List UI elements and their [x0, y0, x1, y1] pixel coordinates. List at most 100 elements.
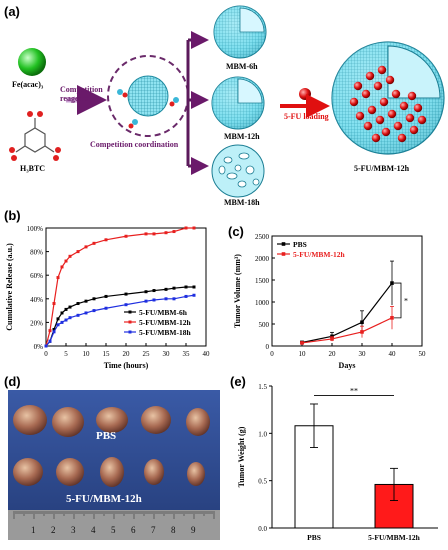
drug-dot: [409, 125, 419, 135]
panel-a-schematic: [9, 5, 445, 198]
drug-dot: [379, 97, 389, 107]
ruler-number: 9: [191, 525, 196, 535]
data-point: [84, 299, 88, 303]
btc-molecule: [9, 111, 61, 161]
x-tick-label: 40: [203, 350, 211, 358]
ruler-number: 5: [111, 525, 116, 535]
data-point: [68, 316, 72, 320]
data-point: [152, 289, 156, 293]
fe-acac-sphere: [18, 48, 46, 76]
ruler-number: 4: [91, 525, 96, 535]
y-tick-label: 0.0: [258, 525, 267, 533]
data-point: [76, 250, 80, 254]
significance-mark: *: [404, 296, 408, 305]
ruler-number: 6: [131, 525, 136, 535]
panel-e-letter: (e): [230, 374, 246, 389]
pbs-photo-label: PBS: [96, 430, 117, 442]
loaded-particle: [331, 41, 445, 155]
data-point: [56, 323, 60, 327]
data-point: [152, 298, 156, 302]
drug-dot: [405, 113, 415, 123]
drug-dot: [381, 127, 391, 137]
y-tick-label: 2500: [255, 233, 270, 241]
x-tick-label: 35: [183, 350, 191, 358]
data-point: [330, 337, 334, 341]
series-line: [301, 317, 393, 344]
drug-dot: [385, 75, 395, 85]
data-point: [76, 313, 80, 317]
data-point: [390, 316, 394, 320]
y-tick-label: 0%: [34, 343, 44, 351]
x-tick-label: 20: [329, 350, 337, 358]
data-point: [164, 297, 168, 301]
drug-dot: [399, 101, 409, 111]
x-tick-label: 30: [359, 350, 367, 358]
data-point: [104, 294, 108, 298]
drug-dot: [349, 97, 359, 107]
y-tick-label: 60%: [30, 272, 43, 280]
mbm-12h-sphere: [211, 76, 265, 130]
y-tick-label: 0.5: [258, 478, 267, 486]
data-point: [68, 254, 72, 258]
data-point: [172, 286, 176, 290]
competition-reagents-label: Competition reagents: [60, 85, 103, 103]
data-point: [144, 232, 148, 236]
mbm-18h-sphere: [211, 144, 265, 198]
data-point: [64, 307, 68, 311]
y-tick-label: 20%: [30, 319, 43, 327]
data-point: [360, 330, 364, 334]
y-tick-label: 500: [259, 321, 270, 329]
data-point: [92, 297, 96, 301]
drug-dot: [363, 121, 373, 131]
drug-dot: [393, 121, 403, 131]
data-point: [390, 281, 394, 285]
x-tick-label: PBS: [307, 533, 321, 542]
data-point: [144, 299, 148, 303]
data-point: [84, 245, 88, 249]
data-point: [300, 341, 304, 345]
data-point: [144, 290, 148, 294]
x-tick-label: 10: [83, 350, 91, 358]
data-point: [52, 330, 56, 334]
x-tick-label: 40: [389, 350, 397, 358]
drug-dot: [413, 103, 423, 113]
drug-dot: [397, 133, 407, 143]
5fu-drug-sphere: [299, 88, 311, 100]
x-axis-label: Days: [339, 361, 356, 370]
y-tick-label: 40%: [30, 296, 43, 304]
data-point: [64, 318, 68, 322]
y-tick-label: 1500: [255, 277, 270, 285]
y-tick-label: 1000: [255, 299, 270, 307]
x-tick-label: 25: [143, 350, 151, 358]
x-tick-label: 5: [64, 350, 68, 358]
data-point: [68, 305, 72, 309]
final-particle-label: 5-FU/MBM-12h: [354, 164, 410, 173]
data-point: [330, 334, 334, 339]
pbs-tumors: [13, 405, 210, 437]
plot-frame: [271, 235, 423, 347]
data-point: [152, 232, 156, 236]
treated-tumors: [13, 457, 205, 487]
mbm-12h-label: MBM-12h: [224, 132, 260, 141]
series-line: [301, 282, 393, 344]
drug-dot: [353, 81, 363, 91]
data-point: [124, 303, 128, 307]
legend-label: 5-FU/MBM-18h: [139, 328, 191, 337]
drug-dot: [375, 115, 385, 125]
x-tick-label: 0: [44, 350, 48, 358]
mbm-6h-label: MBM-6h: [226, 62, 258, 71]
data-point: [192, 293, 196, 297]
y-tick-label: 1.0: [258, 430, 267, 438]
significance-mark: **: [350, 386, 358, 395]
data-point: [92, 241, 96, 245]
data-point: [360, 320, 364, 325]
y-tick-label: 1.5: [258, 383, 267, 391]
data-point: [124, 292, 128, 296]
data-point: [76, 302, 80, 306]
x-tick-label: 5-FU/MBM-12h: [368, 533, 420, 542]
x-tick-label: 10: [299, 350, 307, 358]
drug-dot: [417, 115, 427, 125]
ruler-number: 8: [171, 525, 176, 535]
drug-dot: [355, 111, 365, 121]
legend-label: 5-FU/MBM-12h: [139, 318, 191, 327]
